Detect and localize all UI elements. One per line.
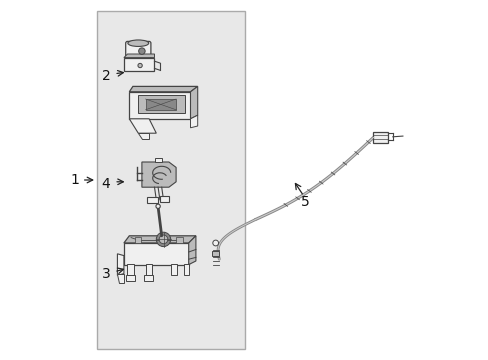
Polygon shape [117,274,123,283]
Text: 3: 3 [102,267,110,280]
Circle shape [139,48,145,54]
Text: 1: 1 [70,173,79,187]
Polygon shape [190,86,197,119]
Polygon shape [190,115,197,128]
Text: 2: 2 [102,69,110,82]
Bar [154,158,162,162]
Bar [123,58,154,71]
Circle shape [212,240,218,246]
Bar [144,275,153,281]
Bar [212,251,219,256]
Ellipse shape [127,40,148,46]
Bar [373,132,387,143]
FancyBboxPatch shape [125,41,151,61]
Polygon shape [142,162,176,187]
Text: 5: 5 [301,195,309,208]
Bar [160,196,168,202]
Text: 4: 4 [102,177,110,190]
Bar [123,243,188,265]
Polygon shape [123,236,196,243]
Polygon shape [138,133,149,139]
Bar [171,264,177,275]
Polygon shape [129,92,190,119]
Bar [134,237,141,243]
Bar [138,95,185,113]
Circle shape [156,204,160,208]
Bar [145,264,152,275]
Circle shape [156,232,170,247]
Circle shape [138,63,142,68]
Polygon shape [129,119,156,133]
Polygon shape [129,86,197,92]
Bar [147,197,158,203]
Bar [183,264,189,275]
Bar [126,275,135,281]
Circle shape [159,235,167,244]
Polygon shape [117,254,123,275]
Polygon shape [188,236,196,265]
Bar [97,11,244,349]
Bar [176,237,182,243]
Polygon shape [123,54,154,58]
Bar [145,99,176,110]
Bar [127,264,134,275]
